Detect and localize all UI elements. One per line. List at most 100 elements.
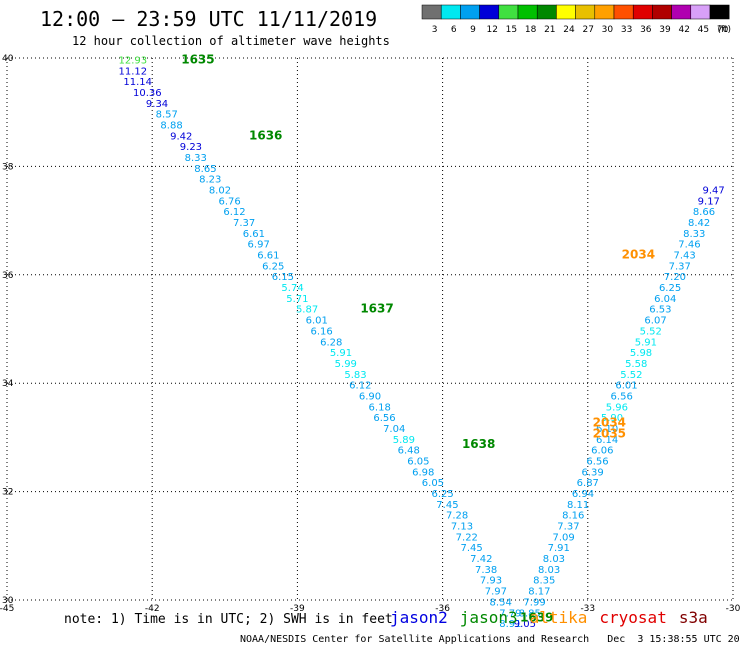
wave-height-point: 7.99 [523,597,545,608]
time-label: 1638 [462,437,495,451]
wave-height-point: 7.09 [552,532,574,543]
wave-height-point: 5.52 [620,370,642,381]
x-tick-label: -30 [726,604,740,614]
y-tick-label: 36 [2,271,14,281]
wave-height-point: 7.20 [664,272,686,283]
wave-height-point: 7.37 [669,261,691,272]
wave-height-point: 6.01 [306,316,328,327]
wave-height-point: 7.43 [673,251,695,262]
scale-label: 70 [717,25,729,35]
wave-height-point: 5.91 [635,337,657,348]
wave-height-point: 6.76 [219,196,241,207]
wave-height-point: 6.16 [310,326,332,337]
wave-height-point: 6.04 [654,294,676,305]
y-tick-label: 38 [2,162,14,172]
wave-height-point: 6.53 [649,305,671,316]
wave-height-point: 6.48 [398,446,420,457]
wave-height-point: 8.03 [543,554,565,565]
wave-height-point: 8.11 [567,500,589,511]
satellite-legend-item: altika [529,608,588,627]
x-tick-label: -39 [290,604,305,614]
wave-height-point: 12.93 [119,55,148,66]
scale-label: 30 [602,25,614,35]
time-label: 1636 [249,128,282,142]
wave-height-point: 7.45 [436,500,458,511]
wave-height-point: 6.05 [422,478,444,489]
wave-height-point: 6.12 [349,381,371,392]
wave-height-point: 8.85 [519,608,541,619]
scale-label: 9 [470,25,476,35]
scale-label: 42 [678,25,689,35]
wave-height-point: 7.97 [485,587,507,598]
scale-label: 36 [640,25,652,35]
scale-label: 3 [432,25,438,35]
y-tick-label: 30 [2,596,14,606]
wave-height-point: 6.10 [596,424,618,435]
scale-label: 12 [486,25,497,35]
wave-height-point: 8.65 [194,164,216,175]
wave-height-point: 6.39 [582,467,604,478]
wave-height-point: 7.45 [461,543,483,554]
wave-height-point: 6.56 [611,391,633,402]
y-tick-label: 34 [2,379,14,389]
time-label: 2035 [593,426,626,440]
wave-height-point: 6.12 [223,207,245,218]
wave-height-point: 6.07 [644,316,666,327]
wave-height-point: 5.98 [630,348,652,359]
wave-height-point: 6.06 [591,446,613,457]
wave-height-point: 6.61 [257,251,279,262]
time-label: 1639 [520,611,553,625]
wave-height-point: 6.15 [272,272,294,283]
wave-height-point: 8.23 [199,175,221,186]
time-label: 2034 [622,248,655,262]
wave-height-point: 6.56 [586,457,608,468]
wave-height-point: 7.37 [557,522,579,533]
x-tick-label: -36 [435,604,450,614]
wave-height-point: 6.18 [369,402,391,413]
wave-height-point: 7.79 [499,608,521,619]
wave-height-point: 6.94 [572,489,594,500]
wave-height-point: 8.16 [562,511,584,522]
wave-height-point: 8.33 [683,229,705,240]
wave-height-point: 7.93 [480,576,502,587]
scale-label: 6 [451,25,457,35]
wave-height-point: 6.97 [248,240,270,251]
time-label: 1637 [360,302,393,316]
time-label: 1635 [181,52,214,66]
wave-height-point: 8.03 [538,565,560,576]
x-tick-label: -45 [0,604,14,614]
chart-subtitle: 12 hour collection of altimeter wave hei… [72,34,390,48]
scale-label: 24 [563,25,575,35]
wave-height-point: 10.36 [133,88,162,99]
wave-height-point: 7.91 [548,543,570,554]
wave-height-point: 9.47 [703,186,725,197]
wave-height-point: 5.90 [601,413,623,424]
footer-note: note: 1) Time is in UTC; 2) SWH is in fe… [64,612,393,627]
scale-label: 27 [582,25,593,35]
scale-label: 15 [506,25,517,35]
wave-height-point: 9.34 [146,99,168,110]
wave-height-point: 7.13 [451,522,473,533]
wave-height-point: 5.74 [281,283,303,294]
wave-height-point: 5.52 [640,326,662,337]
wave-height-point: 8.02 [209,186,231,197]
wave-height-point: 7.46 [678,240,700,251]
wave-height-point: 6.01 [615,381,637,392]
wave-height-point: 5.87 [296,305,318,316]
wave-height-point: 7.42 [470,554,492,565]
color-scale-legend: 3 6 9 12 15 18 21 24 27 30 33 36 39 42 45 70(ft) [421,4,731,35]
footer-credit: NOAA/NESDIS Center for Satellite Applica… [240,634,740,645]
wave-height-point: 7.38 [475,565,497,576]
wave-height-point: 6.25 [262,261,284,272]
y-tick-label: 40 [2,54,14,64]
wave-height-point: 9.42 [170,131,192,142]
wave-height-point: 6.05 [407,457,429,468]
wave-height-point: 6.25 [431,489,453,500]
wave-height-point: 7.22 [456,532,478,543]
wave-height-point: 9.05 [514,619,536,630]
wave-height-point: 8.42 [688,218,710,229]
wave-height-point: 5.96 [606,402,628,413]
satellite-legend-item: s3a [678,608,708,627]
wave-height-point: 6.90 [359,391,381,402]
